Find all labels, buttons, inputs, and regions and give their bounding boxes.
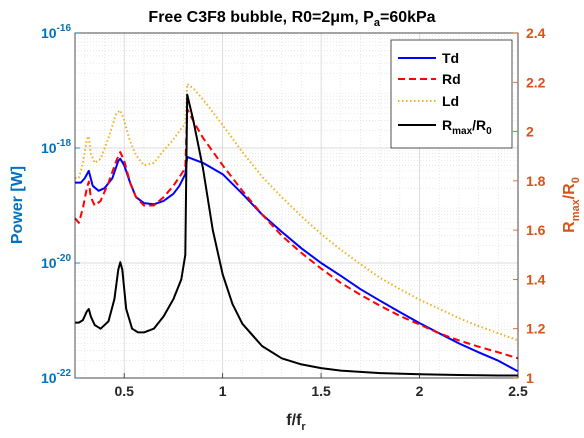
- y-right-tick-label: 2.4: [526, 25, 546, 41]
- y-right-tick-label: 2: [526, 124, 534, 140]
- y-left-tick-label: 10-20: [41, 253, 71, 271]
- legend: Td Rd Ld Rmax/R0: [390, 39, 513, 149]
- x-tick-label: 0.5: [114, 383, 134, 399]
- y-left-tick-label: 10-22: [41, 368, 71, 386]
- legend-item-td: Td: [398, 50, 459, 66]
- x-axis-label: f/fr: [286, 412, 306, 433]
- y-left-axis-label: Power [W]: [9, 166, 26, 244]
- y-right-axis-label: Rmax/R0: [561, 177, 582, 233]
- legend-label-td: Td: [442, 50, 459, 66]
- legend-item-rd: Rd: [398, 71, 461, 87]
- legend-label-rd: Rd: [442, 71, 461, 87]
- series-rmax-r0-line: [75, 93, 518, 377]
- series-td-line: [75, 155, 519, 373]
- y-right-axis: 1 1.2 1.4 1.6 1.8 2 2.2 2.4: [513, 25, 546, 386]
- y-right-tick-label: 2.2: [526, 74, 546, 90]
- series-layer: [74, 82, 519, 377]
- legend-label-ld: Ld: [442, 93, 459, 109]
- legend-item-ld: Ld: [398, 93, 459, 109]
- y-right-tick-label: 1.4: [526, 271, 546, 287]
- y-left-tick-label: 10-18: [41, 138, 71, 156]
- y-right-tick-label: 1.8: [526, 173, 546, 189]
- y-left-axis: 10-22 10-20 10-18 10-16: [41, 23, 80, 386]
- x-tick-label: 2: [416, 383, 424, 399]
- plot-frame: [74, 32, 519, 379]
- x-tick-label: 1.5: [311, 383, 331, 399]
- y-left-tick-label: 10-16: [41, 23, 71, 41]
- y-right-tick-label: 1.2: [526, 321, 546, 337]
- y-right-tick-label: 1.6: [526, 222, 546, 238]
- legend-label-rmax-r0: Rmax/R0: [442, 117, 492, 137]
- y-right-tick-label: 1: [526, 370, 534, 386]
- legend-item-rmax-r0: Rmax/R0: [398, 117, 492, 137]
- x-tick-label: 1: [219, 383, 227, 399]
- x-axis: 0.5 1 1.5 2 2.5: [114, 373, 528, 399]
- series-rd-line: [74, 107, 519, 360]
- x-tick-label: 2.5: [508, 383, 528, 399]
- series-ld-line: [75, 82, 519, 342]
- chart-title: Free C3F8 bubble, R0=2μm, Pa=60kPa: [148, 9, 435, 29]
